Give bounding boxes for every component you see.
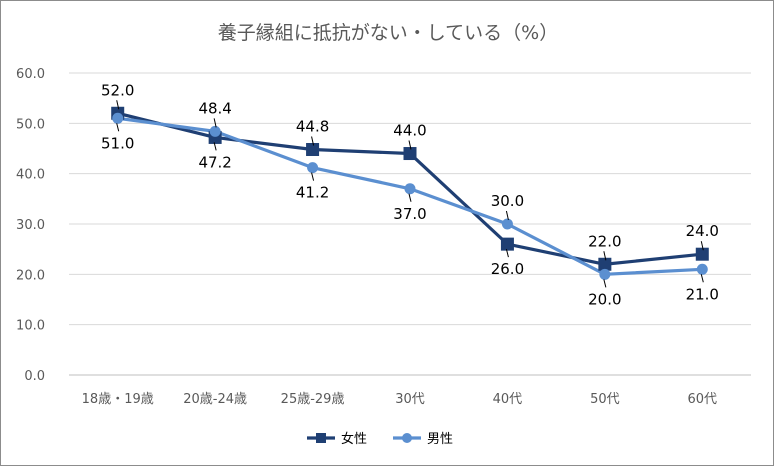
leader-line — [700, 241, 704, 251]
data-label: 20.0 — [588, 290, 621, 308]
x-tick-label: 50代 — [590, 392, 620, 407]
x-tick-label: 30代 — [395, 392, 425, 407]
x-tick-label: 18歳・19歳 — [82, 392, 154, 407]
data-point-marker — [695, 247, 709, 261]
data-point-marker — [501, 218, 513, 230]
leader-line — [408, 140, 412, 150]
series-lines — [111, 106, 709, 280]
data-label: 41.2 — [296, 184, 329, 202]
leader-line — [213, 118, 217, 128]
data-point-marker — [500, 237, 514, 251]
x-tick-label: 25歳-29歳 — [281, 392, 345, 407]
data-label: 52.0 — [101, 81, 134, 99]
data-label: 44.0 — [393, 122, 426, 140]
data-point-marker — [306, 143, 320, 157]
leader-line — [408, 193, 412, 202]
chart-title: 養子縁組に抵抗がない・している（%） — [218, 22, 559, 44]
leader-line — [213, 142, 217, 151]
y-tick-label: 40.0 — [16, 168, 45, 183]
x-axis-tick-labels: 18歳・19歳 20歳-24歳 25歳-29歳 30代 40代 50代 60代 — [82, 392, 717, 407]
y-tick-label: 10.0 — [16, 319, 45, 334]
data-point-marker — [599, 268, 611, 280]
data-point-marker — [209, 125, 221, 137]
data-label: 30.0 — [491, 192, 524, 210]
data-point-marker — [307, 162, 319, 174]
legend: 女性 男性 — [307, 431, 453, 447]
data-label: 37.0 — [393, 205, 426, 223]
x-tick-label: 60代 — [688, 392, 718, 407]
data-point-marker — [598, 257, 612, 271]
x-tick-label: 20歳-24歳 — [183, 392, 247, 407]
x-tick-label: 40代 — [493, 392, 523, 407]
leader-line — [505, 210, 509, 221]
legend-label: 女性 — [341, 431, 367, 447]
leader-line — [700, 274, 704, 283]
data-label: 44.8 — [296, 118, 329, 136]
data-point-marker — [112, 112, 124, 124]
data-label: 21.0 — [686, 285, 719, 303]
legend-label: 男性 — [427, 432, 453, 447]
leader-line — [311, 172, 315, 181]
data-point-marker — [403, 147, 417, 161]
leader-line — [116, 123, 120, 132]
y-tick-label: 0.0 — [24, 369, 45, 384]
legend-marker — [402, 433, 412, 443]
data-label: 22.0 — [588, 232, 621, 250]
data-label: 24.0 — [686, 222, 719, 240]
y-tick-label: 30.0 — [16, 218, 45, 233]
y-tick-label: 60.0 — [16, 67, 45, 82]
leader-line — [603, 251, 607, 261]
label-leader-lines — [116, 100, 704, 288]
y-tick-label: 50.0 — [16, 117, 45, 132]
leader-line — [311, 136, 315, 146]
data-label: 51.0 — [101, 134, 134, 152]
data-point-marker — [696, 263, 708, 275]
data-label: 48.4 — [198, 99, 231, 117]
data-label: 26.0 — [491, 260, 524, 278]
leader-line — [603, 279, 607, 288]
leader-line — [116, 100, 120, 110]
legend-marker — [316, 433, 326, 443]
data-point-marker — [404, 183, 416, 195]
y-tick-label: 20.0 — [16, 268, 45, 283]
y-axis-tick-labels: 0.0 10.0 20.0 30.0 40.0 50.0 60.0 — [16, 67, 45, 384]
gridlines — [69, 72, 751, 376]
leader-line — [505, 249, 509, 258]
data-labels: 52.0 51.0 48.4 47.2 44.8 41.2 44.0 37.0 30.0 26.0… — [101, 81, 719, 308]
data-label: 47.2 — [198, 153, 231, 171]
